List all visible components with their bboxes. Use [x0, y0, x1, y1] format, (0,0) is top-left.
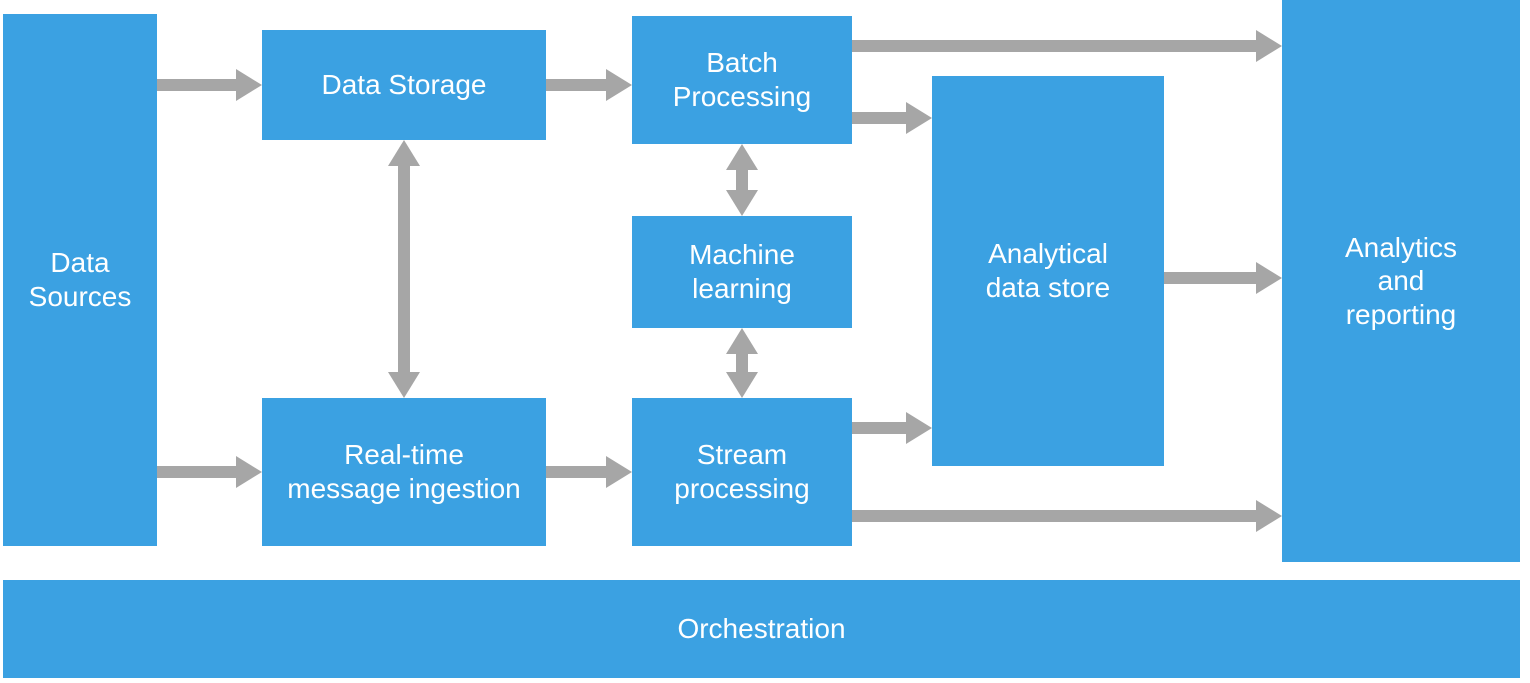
node-data-sources: DataSources [3, 14, 157, 546]
node-data-storage: Data Storage [262, 30, 546, 140]
node-label: BatchProcessing [673, 46, 812, 113]
node-ml: Machinelearning [632, 216, 852, 328]
node-label: Orchestration [677, 612, 845, 646]
node-analytics: Analyticsandreporting [1282, 0, 1520, 562]
node-label: Real-timemessage ingestion [287, 438, 520, 505]
node-label: Data Storage [322, 68, 487, 102]
node-label: Analyticsandreporting [1345, 231, 1457, 332]
node-label: Analyticaldata store [986, 237, 1111, 304]
node-stream: Streamprocessing [632, 398, 852, 546]
node-label: Streamprocessing [674, 438, 809, 505]
node-batch: BatchProcessing [632, 16, 852, 144]
architecture-diagram: DataSources Data Storage Real-timemessage … [0, 0, 1530, 683]
node-orchestration: Orchestration [3, 580, 1520, 678]
node-label: DataSources [29, 246, 132, 313]
node-analytic-store: Analyticaldata store [932, 76, 1164, 466]
node-label: Machinelearning [689, 238, 795, 305]
node-msg-ingest: Real-timemessage ingestion [262, 398, 546, 546]
